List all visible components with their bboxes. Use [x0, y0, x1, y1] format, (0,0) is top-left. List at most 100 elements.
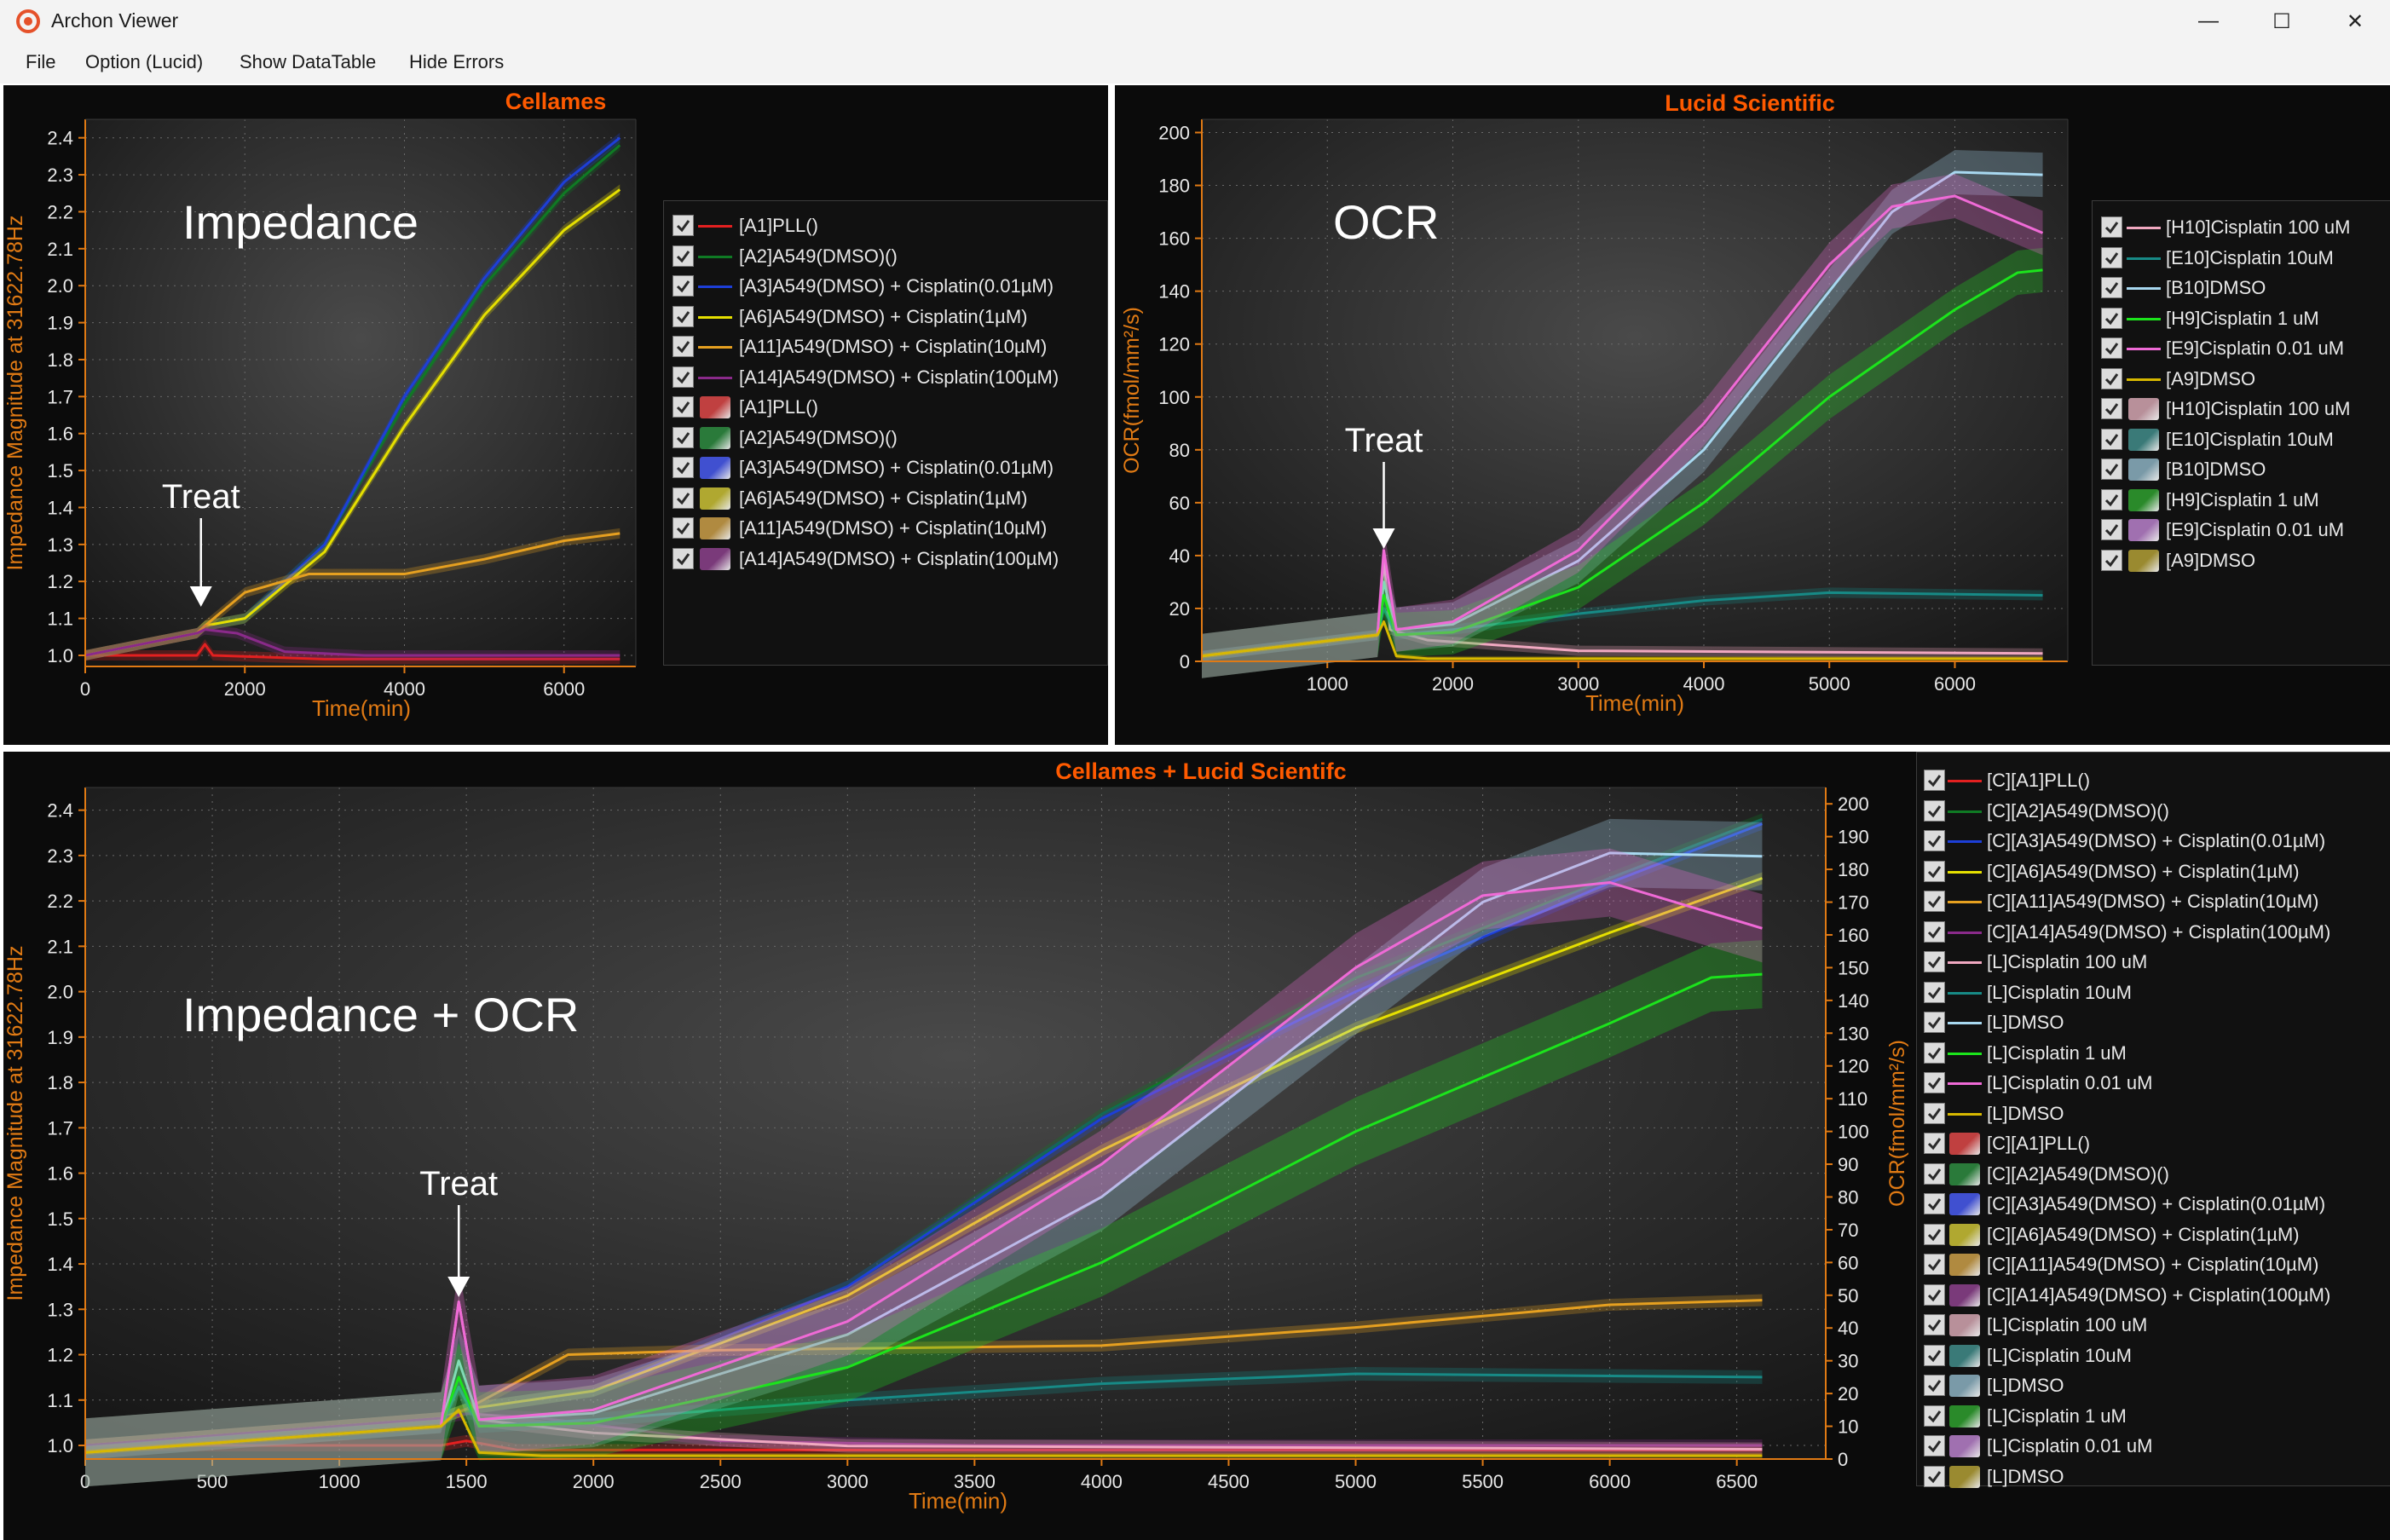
legend-item[interactable]: [A14]A549(DMSO) + Cisplatin(100µM) — [664, 545, 1107, 574]
legend-item[interactable]: [B10]DMSO — [2093, 455, 2390, 484]
legend-checkbox[interactable] — [673, 336, 694, 357]
legend-item[interactable]: [A14]A549(DMSO) + Cisplatin(100µM) — [664, 363, 1107, 392]
legend-checkbox[interactable] — [1924, 1102, 1945, 1124]
legend-item[interactable]: [E9]Cisplatin 0.01 uM — [2093, 516, 2390, 545]
legend-item[interactable]: [C][A11]A549(DMSO) + Cisplatin(10µM) — [1917, 887, 2390, 916]
legend-checkbox[interactable] — [673, 517, 694, 539]
legend-item[interactable]: [A6]A549(DMSO) + Cisplatin(1µM) — [664, 484, 1107, 513]
legend-item[interactable]: [A6]A549(DMSO) + Cisplatin(1µM) — [664, 303, 1107, 332]
legend-item[interactable]: [A2]A549(DMSO)() — [664, 242, 1107, 271]
legend-item[interactable]: [C][A14]A549(DMSO) + Cisplatin(100µM) — [1917, 1281, 2390, 1310]
legend-item[interactable]: [A3]A549(DMSO) + Cisplatin(0.01µM) — [664, 272, 1107, 301]
legend-checkbox[interactable] — [1924, 1012, 1945, 1033]
legend-item[interactable]: [L]Cisplatin 10uM — [1917, 978, 2390, 1007]
legend-item[interactable]: [A9]DMSO — [2093, 546, 2390, 575]
legend-item[interactable]: [H9]Cisplatin 1 uM — [2093, 304, 2390, 333]
minimize-button[interactable]: — — [2198, 9, 2219, 32]
legend-checkbox[interactable] — [1924, 1162, 1945, 1185]
legend-item[interactable]: [A1]PLL() — [664, 211, 1107, 240]
legend-checkbox[interactable] — [2101, 549, 2122, 571]
legend-checkbox[interactable] — [2101, 216, 2122, 238]
legend-checkbox[interactable] — [1924, 1435, 1945, 1456]
legend-item[interactable]: [C][A1]PLL() — [1917, 766, 2390, 795]
legend-checkbox[interactable] — [2101, 428, 2122, 450]
legend-checkbox[interactable] — [1924, 1223, 1945, 1245]
legend-checkbox[interactable] — [2101, 307, 2122, 329]
legend-item[interactable]: [A2]A549(DMSO)() — [664, 424, 1107, 453]
legend-item[interactable]: [C][A1]PLL() — [1917, 1129, 2390, 1158]
legend-checkbox[interactable] — [1924, 1041, 1945, 1064]
legend-item[interactable]: [L]Cisplatin 100 uM — [1917, 1311, 2390, 1340]
legend-checkbox[interactable] — [673, 457, 694, 478]
legend-checkbox[interactable] — [673, 275, 694, 297]
legend-checkbox[interactable] — [1924, 951, 1945, 972]
legend-checkbox[interactable] — [2101, 337, 2122, 359]
legend-checkbox[interactable] — [2101, 246, 2122, 268]
legend-item[interactable]: [A11]A549(DMSO) + Cisplatin(10µM) — [664, 514, 1107, 543]
legend-item[interactable]: [L]DMSO — [1917, 1371, 2390, 1400]
menu-option-lucid[interactable]: Option (Lucid) — [85, 51, 204, 72]
maximize-button[interactable]: ☐ — [2272, 9, 2291, 33]
legend-checkbox[interactable] — [1924, 1254, 1945, 1275]
legend-item[interactable]: [L]DMSO — [1917, 1099, 2390, 1128]
legend-item[interactable]: [L]Cisplatin 1 uM — [1917, 1402, 2390, 1431]
legend-checkbox[interactable] — [673, 366, 694, 388]
legend-item[interactable]: [C][A3]A549(DMSO) + Cisplatin(0.01µM) — [1917, 1190, 2390, 1219]
legend-checkbox[interactable] — [1924, 860, 1945, 882]
legend-item[interactable]: [L]Cisplatin 0.01 uM — [1917, 1432, 2390, 1461]
legend-item[interactable]: [E9]Cisplatin 0.01 uM — [2093, 334, 2390, 363]
legend-checkbox[interactable] — [1924, 1344, 1945, 1366]
legend-checkbox[interactable] — [1924, 1314, 1945, 1335]
menu-hide-errors[interactable]: Hide Errors — [409, 51, 505, 72]
legend-item[interactable]: [C][A3]A549(DMSO) + Cisplatin(0.01µM) — [1917, 827, 2390, 856]
legend-item[interactable]: [E10]Cisplatin 10uM — [2093, 244, 2390, 273]
legend-item[interactable]: [L]DMSO — [1917, 1008, 2390, 1037]
legend-checkbox[interactable] — [673, 547, 694, 569]
legend-checkbox[interactable] — [1924, 770, 1945, 791]
legend-checkbox[interactable] — [1924, 1283, 1945, 1306]
legend-checkbox[interactable] — [1924, 1133, 1945, 1154]
legend-checkbox[interactable] — [1924, 1375, 1945, 1396]
legend-checkbox[interactable] — [1924, 920, 1945, 943]
legend-checkbox[interactable] — [2101, 488, 2122, 510]
legend-item[interactable]: [H10]Cisplatin 100 uM — [2093, 395, 2390, 424]
legend-item[interactable]: [C][A2]A549(DMSO)() — [1917, 797, 2390, 826]
legend-item[interactable]: [B10]DMSO — [2093, 274, 2390, 303]
legend-checkbox[interactable] — [1924, 1465, 1945, 1487]
legend-item[interactable]: [L]Cisplatin 0.01 uM — [1917, 1069, 2390, 1098]
legend-item[interactable]: [A11]A549(DMSO) + Cisplatin(10µM) — [664, 332, 1107, 361]
legend-item[interactable]: [A1]PLL() — [664, 393, 1107, 422]
legend-item[interactable]: [L]Cisplatin 1 uM — [1917, 1039, 2390, 1068]
legend-checkbox[interactable] — [673, 396, 694, 418]
close-button[interactable]: ✕ — [2346, 9, 2364, 33]
legend-item[interactable]: [C][A2]A549(DMSO)() — [1917, 1160, 2390, 1189]
legend-item[interactable]: [L]Cisplatin 100 uM — [1917, 948, 2390, 977]
legend-checkbox[interactable] — [1924, 830, 1945, 851]
legend-checkbox[interactable] — [1924, 891, 1945, 912]
menu-file[interactable]: File — [26, 51, 56, 72]
legend-checkbox[interactable] — [673, 487, 694, 509]
legend-checkbox[interactable] — [2101, 459, 2122, 480]
legend-item[interactable]: [H10]Cisplatin 100 uM — [2093, 213, 2390, 242]
legend-checkbox[interactable] — [1924, 1072, 1945, 1093]
legend-checkbox[interactable] — [1924, 1404, 1945, 1427]
legend-checkbox[interactable] — [673, 215, 694, 236]
legend-item[interactable]: [C][A6]A549(DMSO) + Cisplatin(1µM) — [1917, 1220, 2390, 1249]
legend-checkbox[interactable] — [2101, 519, 2122, 540]
legend-item[interactable]: [C][A11]A549(DMSO) + Cisplatin(10µM) — [1917, 1250, 2390, 1279]
legend-checkbox[interactable] — [673, 305, 694, 327]
legend-checkbox[interactable] — [673, 245, 694, 267]
legend-checkbox[interactable] — [1924, 1193, 1945, 1214]
legend-item[interactable]: [H9]Cisplatin 1 uM — [2093, 486, 2390, 515]
legend-item[interactable]: [E10]Cisplatin 10uM — [2093, 425, 2390, 454]
legend-checkbox[interactable] — [1924, 981, 1945, 1003]
legend-checkbox[interactable] — [2101, 398, 2122, 419]
legend-item[interactable]: [C][A14]A549(DMSO) + Cisplatin(100µM) — [1917, 918, 2390, 947]
legend-item[interactable]: [L]Cisplatin 10uM — [1917, 1341, 2390, 1370]
legend-item[interactable]: [A9]DMSO — [2093, 365, 2390, 394]
legend-checkbox[interactable] — [1924, 799, 1945, 822]
legend-checkbox[interactable] — [2101, 367, 2122, 389]
legend-checkbox[interactable] — [2101, 277, 2122, 298]
legend-checkbox[interactable] — [673, 426, 694, 448]
menu-show-datatable[interactable]: Show DataTable — [240, 51, 377, 72]
